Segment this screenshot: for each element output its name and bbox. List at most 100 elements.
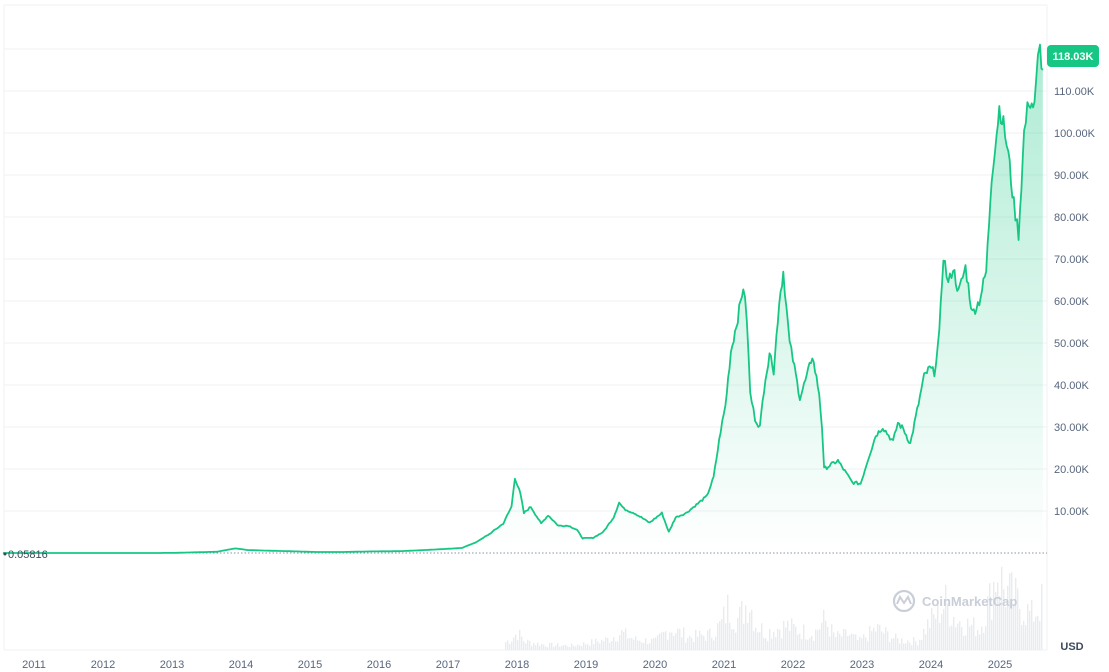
y-axis-ticks: 10.00K 20.00K 30.00K 40.00K 50.00K 60.00K 70.0… <box>1054 86 1096 518</box>
volume-bar <box>841 636 843 650</box>
volume-bar <box>717 623 719 650</box>
volume-bar <box>641 642 643 650</box>
volume-bar <box>905 643 907 650</box>
x-tick-label: 2025 <box>988 659 1012 671</box>
volume-bar <box>845 629 847 650</box>
volume-bar <box>817 630 819 650</box>
x-axis-ticks: 2011 2012 2013 2014 2015 2016 2017 2018 2019 2020… <box>22 659 1012 671</box>
volume-bar <box>615 641 617 650</box>
watermark-text: CoinMarketCap <box>922 594 1017 609</box>
volume-bar <box>877 624 879 650</box>
volume-bar <box>749 612 751 650</box>
volume-bar <box>775 637 777 650</box>
y-tick-label: 60.00K <box>1054 296 1090 308</box>
volume-bar <box>715 636 717 650</box>
volume-bar <box>805 639 807 650</box>
volume-bar <box>907 640 909 650</box>
volume-bar <box>625 628 627 650</box>
volume-bar <box>707 630 709 650</box>
volume-bar <box>1001 566 1003 650</box>
volume-bar <box>765 638 767 650</box>
volume-bar <box>721 618 723 650</box>
volume-bar <box>733 629 735 650</box>
volume-bar <box>735 632 737 650</box>
volume-bar <box>603 641 605 650</box>
volume-bar <box>605 637 607 650</box>
volume-bar <box>785 627 787 650</box>
volume-bar <box>723 606 725 650</box>
volume-bar <box>711 637 713 650</box>
volume-bar <box>579 645 581 650</box>
volume-bar <box>679 628 681 650</box>
volume-bar <box>899 643 901 650</box>
volume-bar <box>525 643 527 650</box>
y-tick-label: 50.00K <box>1054 338 1090 350</box>
volume-bar <box>523 641 525 650</box>
volume-bar <box>1021 625 1023 650</box>
volume-bar <box>789 630 791 650</box>
volume-bar <box>609 642 611 650</box>
volume-bar <box>709 628 711 650</box>
volume-bar <box>989 583 991 650</box>
volume-bar <box>1041 583 1043 650</box>
volume-bar <box>755 627 757 650</box>
price-series-line[interactable] <box>2 43 1044 554</box>
volume-bar <box>981 626 983 650</box>
x-tick-label: 2015 <box>298 659 322 671</box>
x-tick-label: 2020 <box>643 659 667 671</box>
volume-bar <box>751 609 753 650</box>
volume-bar <box>913 637 915 650</box>
volume-bar <box>619 635 621 650</box>
volume-bar <box>643 642 645 650</box>
volume-bar <box>561 645 563 650</box>
volume-bar <box>865 637 867 650</box>
volume-bar <box>747 622 749 650</box>
open-price-label: 0.05816 <box>3 549 48 561</box>
volume-bar <box>921 639 923 650</box>
volume-bar <box>935 618 937 650</box>
volume-bar <box>587 644 589 650</box>
volume-bar <box>559 646 561 650</box>
volume-bar <box>925 634 927 650</box>
volume-bar <box>727 594 729 650</box>
volume-bar <box>705 640 707 650</box>
volume-bar <box>953 617 955 650</box>
volume-bar <box>569 647 571 650</box>
volume-bar <box>827 626 829 650</box>
volume-bar <box>965 635 967 650</box>
y-tick-label: 90.00K <box>1054 170 1090 182</box>
volume-bar <box>719 621 721 650</box>
volume-bar <box>857 639 859 650</box>
volume-bar <box>803 624 805 650</box>
volume-bar <box>897 638 899 650</box>
volume-bar <box>1007 585 1009 650</box>
volume-bar <box>875 631 877 650</box>
volume-bar <box>929 627 931 650</box>
volume-bar <box>1011 572 1013 650</box>
volume-bar <box>1005 607 1007 650</box>
y-tick-label: 110.00K <box>1054 86 1095 98</box>
volume-bar <box>941 614 943 650</box>
volume-bar <box>661 632 663 650</box>
volume-bar <box>597 641 599 650</box>
volume-bar <box>969 626 971 650</box>
volume-bar <box>993 581 995 650</box>
volume-bar <box>683 627 685 650</box>
volume-bar <box>1025 625 1027 650</box>
x-tick-label: 2023 <box>850 659 874 671</box>
volume-bar <box>507 640 509 650</box>
volume-bar <box>595 638 597 650</box>
volume-bar <box>693 642 695 650</box>
volume-bar <box>977 630 979 650</box>
open-price-text: 0.05816 <box>8 549 48 561</box>
volume-bar <box>863 634 865 650</box>
volume-bar <box>505 642 507 650</box>
volume-bar <box>599 643 601 650</box>
y-tick-label: 20.00K <box>1054 464 1090 476</box>
volume-bar <box>957 623 959 650</box>
volume-bar <box>675 633 677 650</box>
y-tick-label: 80.00K <box>1054 212 1090 224</box>
volume-bar <box>869 625 871 650</box>
